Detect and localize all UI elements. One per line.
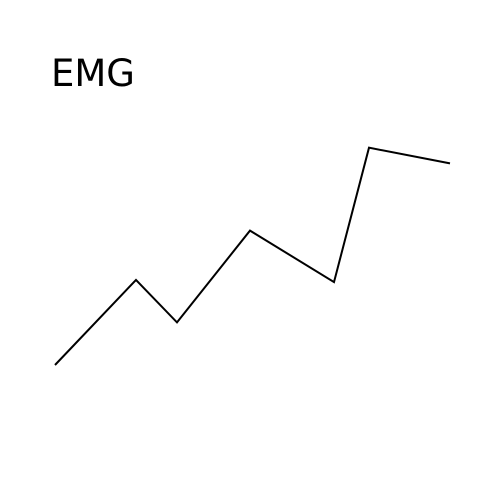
signal-label: EMG xyxy=(51,52,135,95)
emg-trace-line xyxy=(54,146,451,366)
